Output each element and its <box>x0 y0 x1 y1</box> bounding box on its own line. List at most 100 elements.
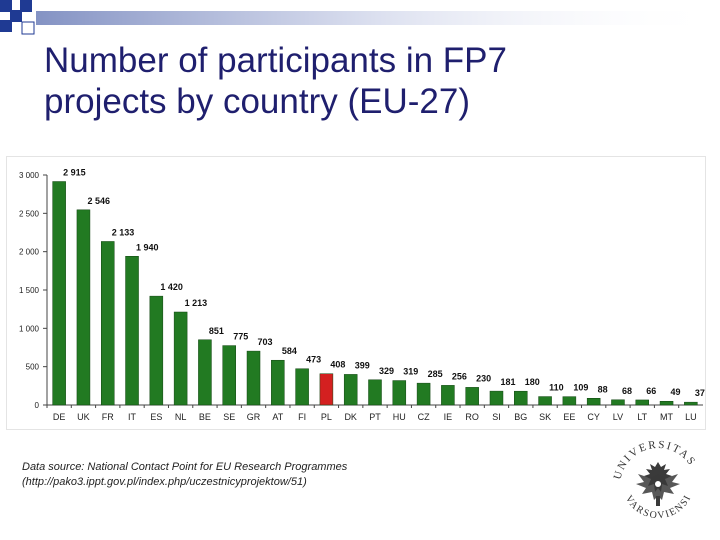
bar-es <box>149 295 164 406</box>
bar-sk <box>538 396 552 406</box>
x-tick-label: UK <box>77 412 90 422</box>
slide-title: Number of participants in FP7 projects b… <box>44 40 684 122</box>
x-tick-label: IE <box>444 412 453 422</box>
data-label: 180 <box>525 377 540 387</box>
x-tick-label: AT <box>272 412 283 422</box>
bar-at <box>271 359 285 406</box>
bar-lv <box>611 399 625 406</box>
x-tick-label: MT <box>660 412 673 422</box>
bar-hu <box>392 380 407 406</box>
x-tick-label: IT <box>128 412 137 422</box>
x-tick-label: BE <box>199 412 211 422</box>
data-label: 399 <box>355 360 370 370</box>
bar-cy <box>586 398 601 406</box>
bar-gr <box>246 350 261 406</box>
bar-lt <box>635 399 650 406</box>
source-line-2: (http://pako3.ippt.gov.pl/index.php/ucze… <box>22 476 307 488</box>
bar-de <box>52 181 66 406</box>
y-tick-label: 3 000 <box>19 171 40 180</box>
x-tick-label: PT <box>369 412 381 422</box>
corner-square <box>0 0 12 12</box>
data-label: 110 <box>549 383 564 393</box>
x-tick-label: LT <box>637 412 647 422</box>
bar-fi <box>295 368 309 406</box>
data-label: 256 <box>452 371 467 381</box>
corner-square <box>0 20 12 32</box>
bar-mt <box>659 400 674 406</box>
bar-pt <box>368 379 382 406</box>
data-label: 319 <box>403 367 418 377</box>
bar-it <box>125 256 139 406</box>
eagle-emblem <box>636 462 680 506</box>
data-label: 49 <box>671 387 681 397</box>
x-tick-label: SI <box>492 412 501 422</box>
corner-decoration <box>0 0 720 35</box>
x-tick-label: FR <box>102 412 114 422</box>
bar-ro <box>465 387 479 406</box>
data-label: 703 <box>258 337 273 347</box>
data-label: 88 <box>598 384 608 394</box>
x-tick-label: LV <box>613 412 623 422</box>
bar-lu <box>684 401 698 406</box>
corner-square <box>20 0 32 12</box>
bar-cz <box>416 382 431 406</box>
data-label: 2 546 <box>87 196 110 206</box>
data-label: 285 <box>428 369 443 379</box>
data-label: 1 940 <box>136 242 159 252</box>
x-tick-label: PL <box>321 412 332 422</box>
bar-be <box>198 339 212 406</box>
corner-square <box>21 21 35 35</box>
bar-bg <box>514 390 528 406</box>
header-band <box>36 11 720 25</box>
bar-si <box>489 390 504 406</box>
bar-ie <box>441 385 455 406</box>
data-label: 66 <box>646 386 656 396</box>
x-tick-label: LU <box>685 412 697 422</box>
corner-square <box>10 10 22 22</box>
x-tick-label: SE <box>223 412 235 422</box>
x-tick-label: EE <box>563 412 575 422</box>
x-tick-label: NL <box>175 412 187 422</box>
title-line-1: Number of participants in FP7 <box>44 41 507 80</box>
y-tick-label: 2 000 <box>19 248 40 257</box>
university-seal-logo: UNIVERSITAS VARSOVIENSIS <box>606 434 696 521</box>
data-label: 181 <box>500 377 515 387</box>
data-label: 851 <box>209 326 224 336</box>
chart-area: 0 500 1 000 1 500 2 000 2 500 3 000 DE 2 915 UK 2 … <box>6 156 706 430</box>
data-source-note: Data source: National Contact Point for … <box>22 460 347 490</box>
data-label: 230 <box>476 373 491 383</box>
data-label: 329 <box>379 366 394 376</box>
data-label: 473 <box>306 355 321 365</box>
source-line-1: Data source: National Contact Point for … <box>22 461 348 473</box>
x-tick-label: CY <box>587 412 600 422</box>
data-label: 1 213 <box>185 298 208 308</box>
x-tick-label: BG <box>514 412 527 422</box>
x-tick-label: RO <box>465 412 479 422</box>
bar-pl <box>319 373 334 406</box>
y-tick-label: 1 000 <box>19 324 40 333</box>
x-tick-label: DK <box>344 412 357 422</box>
title-line-2: projects by country (EU-27) <box>44 82 470 121</box>
x-tick-label: SK <box>539 412 551 422</box>
bar-nl <box>173 311 188 406</box>
bar-uk <box>76 209 91 406</box>
bar-ee <box>562 396 577 406</box>
x-tick-label: GR <box>247 412 261 422</box>
data-label: 1 420 <box>160 282 183 292</box>
y-tick-label: 500 <box>26 363 40 372</box>
x-tick-label: CZ <box>418 412 430 422</box>
data-label: 2 133 <box>112 227 135 237</box>
data-label: 584 <box>282 346 297 356</box>
x-tick-label: HU <box>393 412 406 422</box>
bar-se <box>222 345 236 406</box>
x-tick-label: DE <box>53 412 66 422</box>
data-label: 109 <box>573 383 588 393</box>
data-label: 775 <box>233 332 248 342</box>
y-tick-label: 0 <box>35 401 40 410</box>
data-label: 68 <box>622 386 632 396</box>
data-label: 408 <box>330 360 345 370</box>
data-label: 37 <box>695 388 705 398</box>
bar-dk <box>343 374 358 406</box>
data-label: 2 915 <box>63 168 86 178</box>
y-tick-label: 1 500 <box>19 286 40 295</box>
